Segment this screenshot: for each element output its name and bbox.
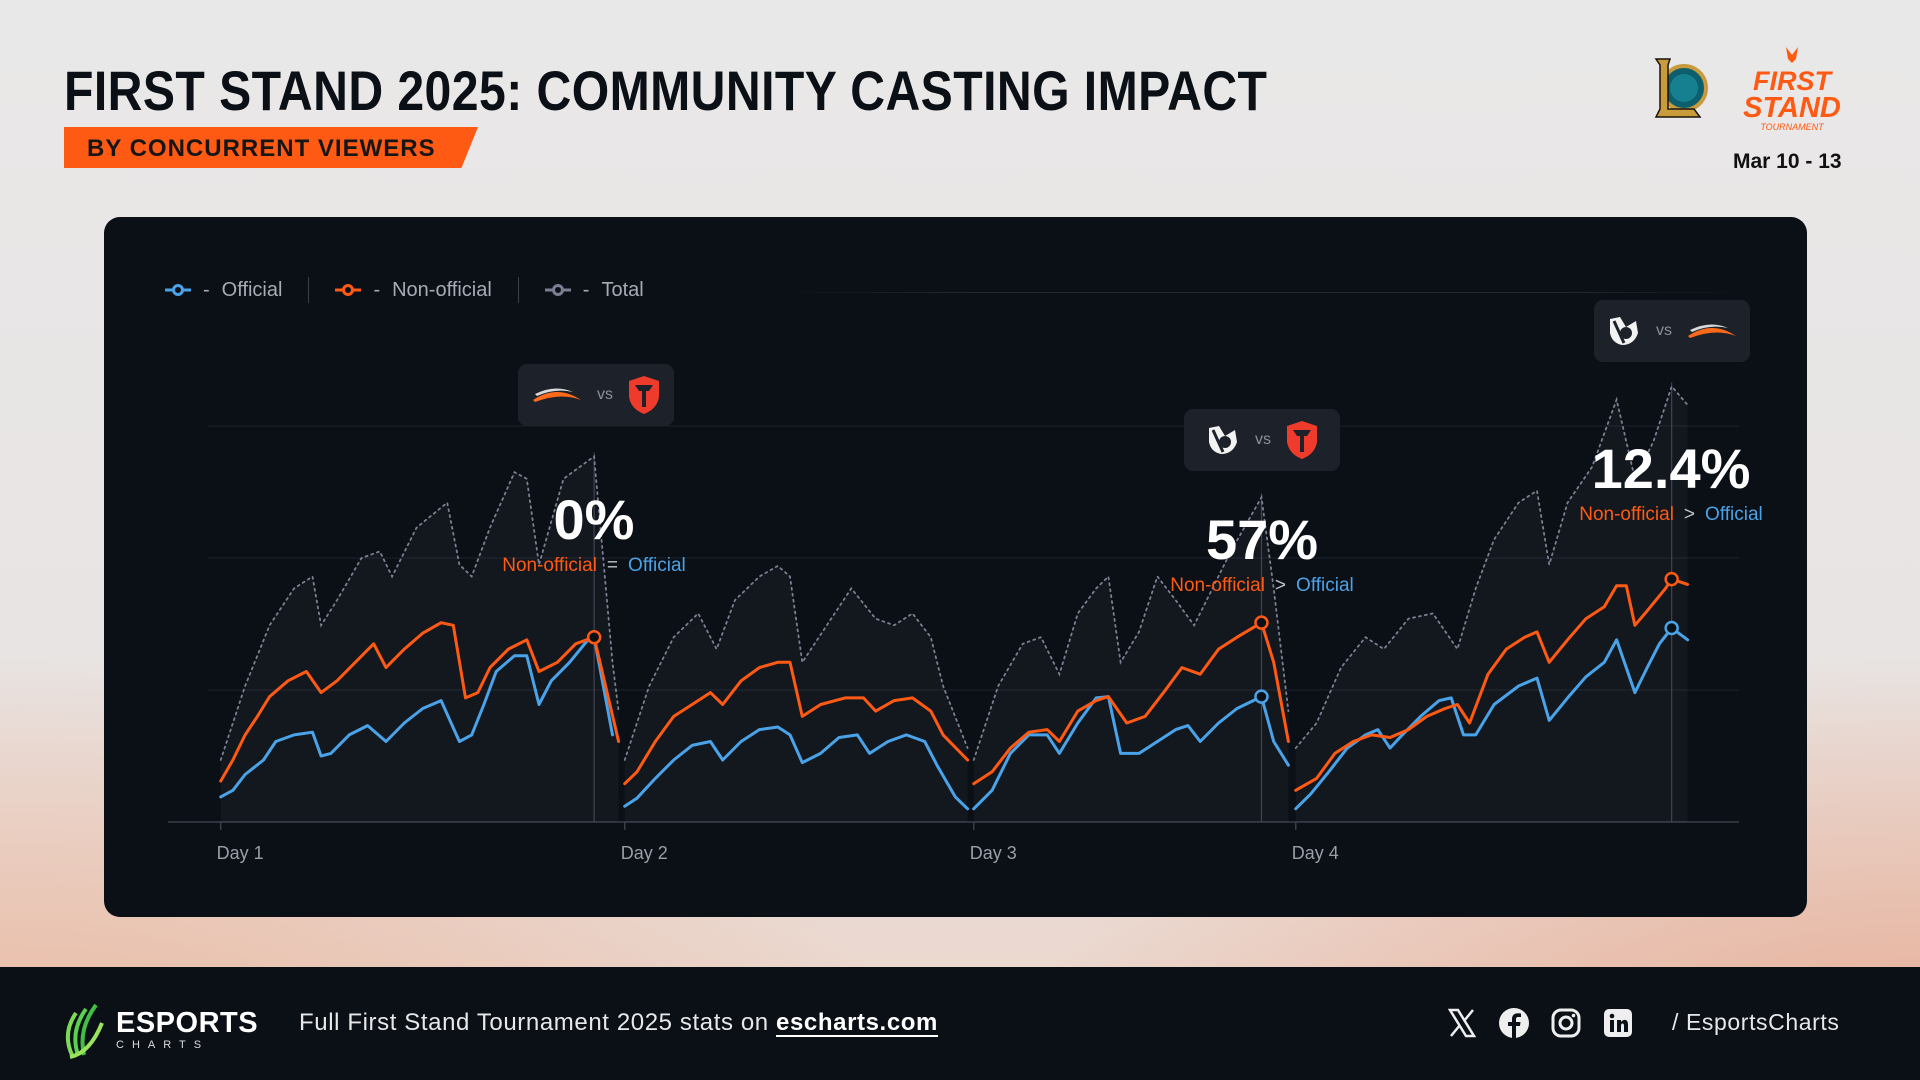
esports-charts-leaf-icon bbox=[65, 1003, 104, 1059]
swoosh-team-logo-icon bbox=[1688, 324, 1736, 338]
footer-message: Full First Stand Tournament 2025 stats o… bbox=[299, 1009, 769, 1036]
swoosh-team-logo-icon bbox=[533, 388, 581, 402]
comparison-2: Non-official > Official bbox=[1170, 575, 1354, 597]
instagram-icon[interactable] bbox=[1550, 1007, 1582, 1039]
total-marker-icon bbox=[544, 284, 571, 296]
official-peak-marker bbox=[1254, 689, 1269, 704]
brand-name: ESPORTS bbox=[116, 1007, 259, 1039]
svg-text:FIRST: FIRST bbox=[1753, 66, 1834, 96]
non-official-label: Non-official bbox=[502, 555, 597, 576]
legend-label: Total bbox=[601, 278, 644, 301]
social-handle[interactable]: / EsportsCharts bbox=[1672, 1009, 1840, 1035]
kc-team-logo-icon bbox=[1209, 426, 1237, 454]
official-label: Official bbox=[1296, 575, 1354, 596]
line-chart bbox=[168, 382, 1739, 830]
non-official-peak-marker bbox=[1664, 571, 1679, 587]
legend: - Official - Non-official - Total bbox=[165, 277, 644, 303]
red-shield-team-logo-icon bbox=[629, 376, 659, 414]
match-box-2: vs bbox=[1184, 409, 1340, 471]
impact-value-2: 57% bbox=[1205, 508, 1319, 571]
impact-value-1: 0% bbox=[553, 488, 635, 551]
x-tick-label-day-1: Day 1 bbox=[216, 843, 264, 863]
non-official-peak-marker bbox=[1254, 615, 1269, 630]
non-official-series-line bbox=[219, 621, 621, 783]
page-title: FIRST STAND 2025: COMMUNITY CASTING IMPA… bbox=[64, 59, 1268, 122]
official-series-line bbox=[1294, 626, 1690, 811]
official-peak-marker bbox=[1664, 620, 1679, 636]
linkedin-icon[interactable] bbox=[1602, 1007, 1634, 1039]
total-series-line bbox=[623, 564, 969, 761]
legend-dash: - bbox=[373, 278, 381, 301]
legend-dash: - bbox=[582, 278, 590, 301]
vs-label: vs bbox=[1255, 431, 1271, 448]
escharts-link[interactable]: escharts.com bbox=[776, 1009, 938, 1036]
svg-text:STAND: STAND bbox=[1743, 92, 1841, 124]
official-series-line bbox=[623, 725, 970, 811]
x-tick-label-day-2: Day 2 bbox=[620, 843, 668, 863]
non-official-label: Non-official bbox=[1170, 575, 1265, 596]
non-official-peak-marker bbox=[586, 629, 602, 645]
facebook-icon[interactable] bbox=[1498, 1007, 1530, 1039]
non-official-series-line bbox=[1294, 577, 1690, 792]
official-label: Official bbox=[628, 555, 686, 576]
comparison-1: Non-official = Official bbox=[502, 555, 686, 577]
esports-charts-logo[interactable]: ESPORTS CHARTS bbox=[62, 1003, 258, 1059]
date-range: Mar 10 - 13 bbox=[1733, 150, 1842, 173]
non-official-marker-icon bbox=[335, 284, 362, 296]
kc-team-logo-icon bbox=[1610, 317, 1638, 345]
match-box-1: vs bbox=[518, 364, 674, 426]
non-official-series-line bbox=[623, 660, 970, 786]
legend-divider bbox=[308, 277, 310, 303]
x-tick-label-day-3: Day 3 bbox=[969, 843, 1017, 863]
legend-rule bbox=[784, 292, 1747, 293]
official-label: Official bbox=[1705, 504, 1763, 525]
official-marker-icon bbox=[165, 284, 191, 296]
brand-sub: CHARTS bbox=[116, 1039, 210, 1051]
official-series-line bbox=[972, 695, 1290, 811]
legend-item-non-official[interactable]: - Non-official bbox=[335, 278, 492, 302]
svg-text:TOURNAMENT: TOURNAMENT bbox=[1760, 122, 1825, 132]
footer-text: Full First Stand Tournament 2025 stats o… bbox=[299, 1009, 938, 1037]
non-official-series-line bbox=[972, 621, 1290, 786]
vs-label: vs bbox=[597, 386, 613, 403]
total-series-line bbox=[219, 454, 620, 761]
operator: > bbox=[1683, 504, 1696, 525]
operator: > bbox=[1274, 575, 1287, 596]
first-stand-logo-icon: FIRST STAND TOURNAMENT bbox=[1743, 47, 1841, 132]
legend-label: Non-official bbox=[392, 278, 492, 301]
match-box-3: vs bbox=[1594, 300, 1750, 362]
total-series-line bbox=[972, 494, 1290, 761]
legend-label: Official bbox=[221, 278, 283, 301]
impact-value-3: 12.4% bbox=[1591, 437, 1751, 500]
operator: = bbox=[606, 555, 619, 576]
chart-card: - Official - Non-official - Total vs vs … bbox=[104, 217, 1807, 917]
vs-label: vs bbox=[1656, 322, 1672, 339]
x-icon[interactable] bbox=[1446, 1007, 1478, 1039]
non-official-label: Non-official bbox=[1579, 504, 1674, 525]
legend-dash: - bbox=[203, 278, 210, 301]
footer: ESPORTS CHARTS Full First Stand Tourname… bbox=[0, 967, 1920, 1080]
comparison-3: Non-official > Official bbox=[1579, 504, 1763, 526]
legend-item-total[interactable]: - Total bbox=[544, 278, 644, 302]
subtitle: BY CONCURRENT VIEWERS bbox=[87, 135, 436, 162]
x-tick-label-day-4: Day 4 bbox=[1291, 843, 1339, 863]
legend-item-official[interactable]: - Official bbox=[165, 279, 282, 302]
official-series-line bbox=[219, 635, 614, 799]
league-of-legends-logo-icon bbox=[1654, 58, 1708, 118]
red-shield-team-logo-icon bbox=[1287, 421, 1317, 459]
legend-divider bbox=[517, 277, 519, 303]
subtitle-badge: BY CONCURRENT VIEWERS bbox=[64, 127, 478, 168]
